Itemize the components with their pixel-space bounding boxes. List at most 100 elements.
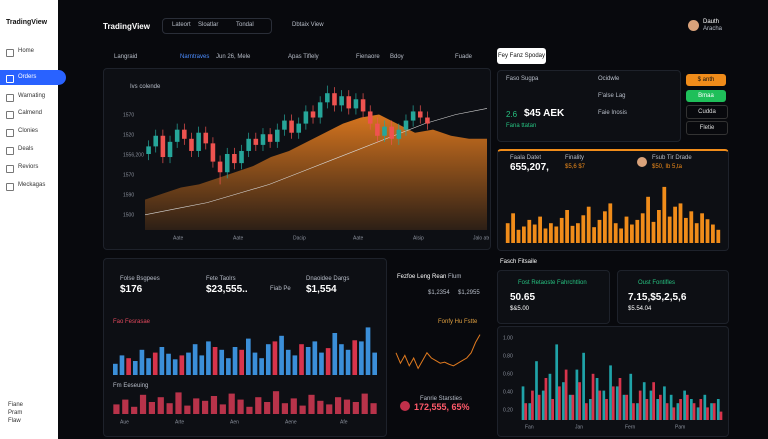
candle-body: [417, 111, 423, 118]
bar: [524, 403, 528, 420]
bar: [226, 358, 231, 375]
nav-item[interactable]: Clonies: [18, 128, 39, 134]
nav-item[interactable]: Reviors: [18, 164, 39, 170]
footer-link[interactable]: Fiane: [8, 402, 24, 408]
nav-item[interactable]: Deals: [18, 146, 34, 152]
y-tick-label: 1.00: [503, 335, 513, 341]
toolbar-item[interactable]: Fienaore: [356, 54, 380, 60]
toolbar-item[interactable]: Fuade: [455, 54, 473, 60]
nav-item[interactable]: Orders: [18, 74, 37, 80]
nav-item[interactable]: Calmend: [18, 110, 43, 116]
bar: [554, 226, 559, 243]
bar: [279, 335, 284, 375]
chart-label: Fao Fesrasae: [113, 319, 151, 325]
bar: [656, 399, 660, 420]
user-name: Dauth: [703, 19, 720, 25]
bar: [676, 403, 680, 420]
bar: [618, 378, 622, 420]
candle-body: [224, 154, 230, 173]
toolbar-item[interactable]: Apas Tiflely: [288, 54, 319, 60]
action-button[interactable]: Fey Fanz Spoday: [497, 48, 546, 64]
toolbar-item[interactable]: Jun 26, Mele: [216, 54, 251, 60]
bar: [522, 226, 526, 243]
bar: [669, 394, 673, 420]
bar: [112, 363, 118, 375]
stat-value: $176: [120, 284, 143, 295]
bar: [711, 224, 715, 243]
buy-button[interactable]: $ anth: [686, 74, 726, 86]
bar: [659, 394, 662, 420]
bar: [290, 398, 297, 414]
candle-body: [332, 93, 337, 106]
candle-body: [232, 154, 237, 164]
results-chart: 1.00 0.80 0.60 0.40 0.20 Fan Jan Fern Pam: [503, 335, 723, 430]
bar: [325, 348, 331, 375]
toolbar-item[interactable]: Narntraves: [180, 54, 210, 60]
candle-body: [353, 99, 359, 109]
bar: [548, 373, 552, 420]
button[interactable]: Fletie: [686, 121, 728, 135]
candle-body: [289, 120, 294, 133]
bar: [232, 347, 238, 375]
nav-item[interactable]: Warnating: [18, 93, 46, 99]
nav-item[interactable]: Meckagas: [18, 182, 46, 188]
bar: [662, 186, 667, 243]
bar: [219, 404, 226, 414]
user-role: Aracha: [703, 26, 723, 32]
bar: [719, 411, 723, 420]
bar: [564, 369, 568, 420]
stat-label: Folse Bsgpees: [120, 276, 160, 282]
active-item: [0, 70, 66, 85]
candle-body: [174, 129, 180, 142]
footer-link[interactable]: Flaw: [8, 418, 21, 424]
avatar[interactable]: [688, 20, 699, 31]
x-tick-label: Fern: [625, 424, 636, 430]
bar: [326, 404, 333, 414]
search-box[interactable]: [162, 18, 272, 34]
bar: [586, 206, 591, 243]
flow-chart: [395, 334, 481, 370]
bar: [299, 344, 304, 375]
bar: [683, 390, 686, 420]
footer-link[interactable]: Pram: [8, 410, 23, 416]
toolbar-item[interactable]: Langraid: [114, 54, 138, 60]
bar: [710, 403, 713, 420]
bar: [255, 397, 262, 414]
bar: [131, 406, 138, 414]
candle-body: [267, 134, 273, 142]
button[interactable]: Cudda: [686, 105, 728, 119]
nav-item[interactable]: Home: [18, 48, 35, 54]
bar: [531, 390, 534, 420]
bar: [193, 398, 200, 414]
view-link[interactable]: Dbtaix View: [292, 22, 324, 28]
candle-body: [239, 150, 244, 164]
bar: [199, 355, 205, 375]
bar: [299, 405, 306, 414]
candle-body: [367, 111, 373, 124]
bar: [716, 399, 720, 420]
sidebar: TradingView Fiane Pram Flaw Home Orders Wa…: [0, 0, 66, 439]
trend-line: [144, 108, 488, 216]
x-tick-label: Pam: [675, 424, 685, 430]
bar: [521, 386, 525, 420]
bar: [609, 365, 612, 420]
bar: [565, 210, 569, 243]
bar: [694, 223, 699, 243]
bar: [259, 358, 264, 375]
app-title: TradingView: [103, 22, 150, 31]
candle-body: [203, 132, 209, 144]
bar: [692, 403, 696, 420]
bar: [312, 341, 318, 375]
toolbar-item[interactable]: Bdoy: [390, 54, 404, 60]
bar: [575, 369, 579, 420]
summary-note: Fana ttatan: [506, 123, 537, 129]
candle-body: [274, 129, 280, 142]
x-tick-label: Fan: [525, 424, 534, 430]
candle-body: [382, 126, 387, 136]
bar: [132, 361, 138, 375]
green-button[interactable]: Bmaa: [686, 90, 726, 102]
x-tick-label: Aen: [230, 419, 239, 425]
bar: [619, 228, 623, 243]
bar: [716, 229, 721, 243]
flow-label: Fonfy Hu Fstte: [438, 319, 478, 325]
